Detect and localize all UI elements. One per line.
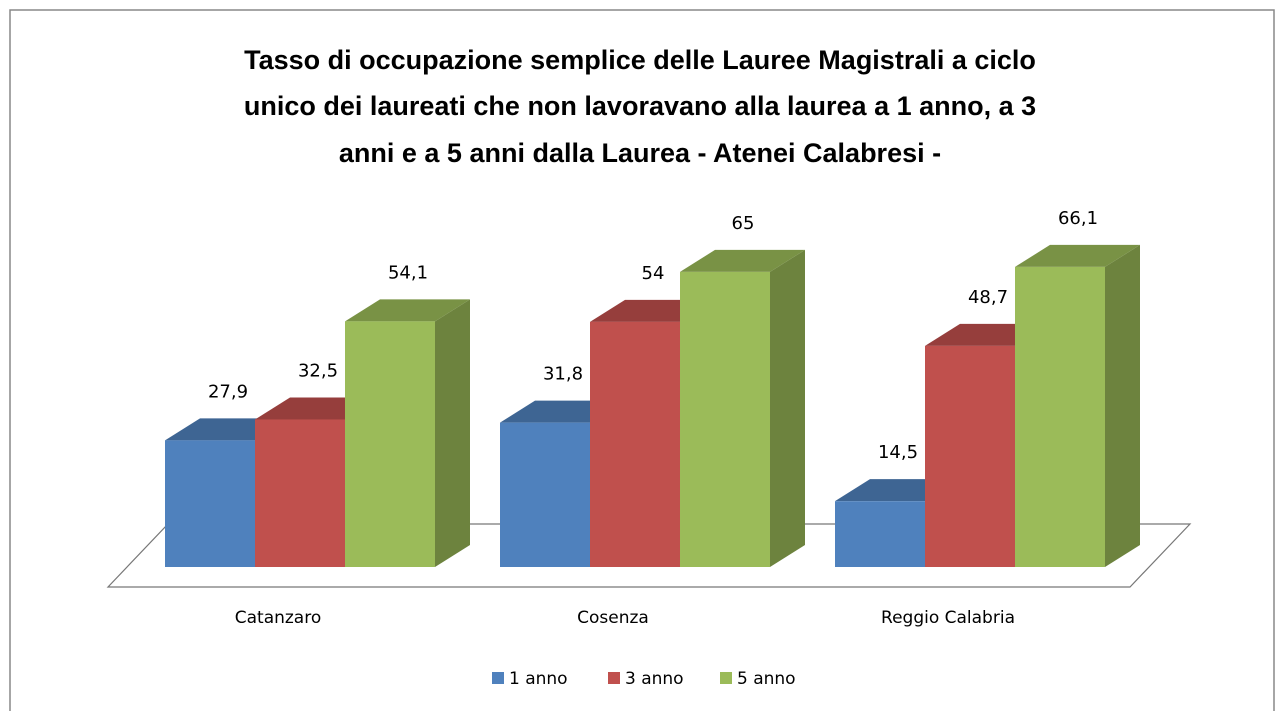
bar-front <box>345 321 435 567</box>
bar-side <box>770 249 805 567</box>
bar-front <box>835 501 925 567</box>
chart-title: unico dei laureati che non lavoravano al… <box>244 91 1036 121</box>
legend-label: 3 anno <box>625 669 684 689</box>
bar-front <box>165 440 255 567</box>
legend-label: 5 anno <box>737 669 796 689</box>
bar <box>1015 244 1140 567</box>
bar-front <box>680 271 770 567</box>
legend-swatch <box>720 672 732 684</box>
legend-swatch <box>492 672 504 684</box>
bar-top <box>345 299 470 322</box>
bar-top <box>1015 244 1140 267</box>
bar <box>345 299 470 567</box>
data-label: 65 <box>732 213 755 234</box>
data-label: 48,7 <box>968 287 1008 308</box>
bar-front <box>255 419 345 567</box>
bar-side <box>1105 244 1140 567</box>
data-label: 31,8 <box>543 364 583 385</box>
data-label: 32,5 <box>298 360 338 381</box>
data-label: 54 <box>642 263 665 284</box>
data-label: 14,5 <box>878 442 918 463</box>
data-label: 66,1 <box>1058 208 1098 229</box>
legend-swatch <box>608 672 620 684</box>
x-tick-label: Reggio Calabria <box>881 608 1015 628</box>
bar-front <box>590 321 680 567</box>
bar-front <box>500 422 590 567</box>
chart-title: anni e a 5 anni dalla Laurea - Atenei Ca… <box>339 138 941 168</box>
bar-side <box>435 299 470 567</box>
data-label: 27,9 <box>208 381 248 402</box>
chart-title: Tasso di occupazione semplice delle Laur… <box>244 45 1036 75</box>
bar-front <box>925 345 1015 567</box>
bar-front <box>1015 266 1105 567</box>
x-tick-label: Cosenza <box>577 608 649 628</box>
legend-label: 1 anno <box>509 669 568 689</box>
x-tick-label: Catanzaro <box>235 608 322 628</box>
bar <box>680 249 805 567</box>
data-label: 54,1 <box>388 262 428 283</box>
bar-top <box>680 249 805 272</box>
